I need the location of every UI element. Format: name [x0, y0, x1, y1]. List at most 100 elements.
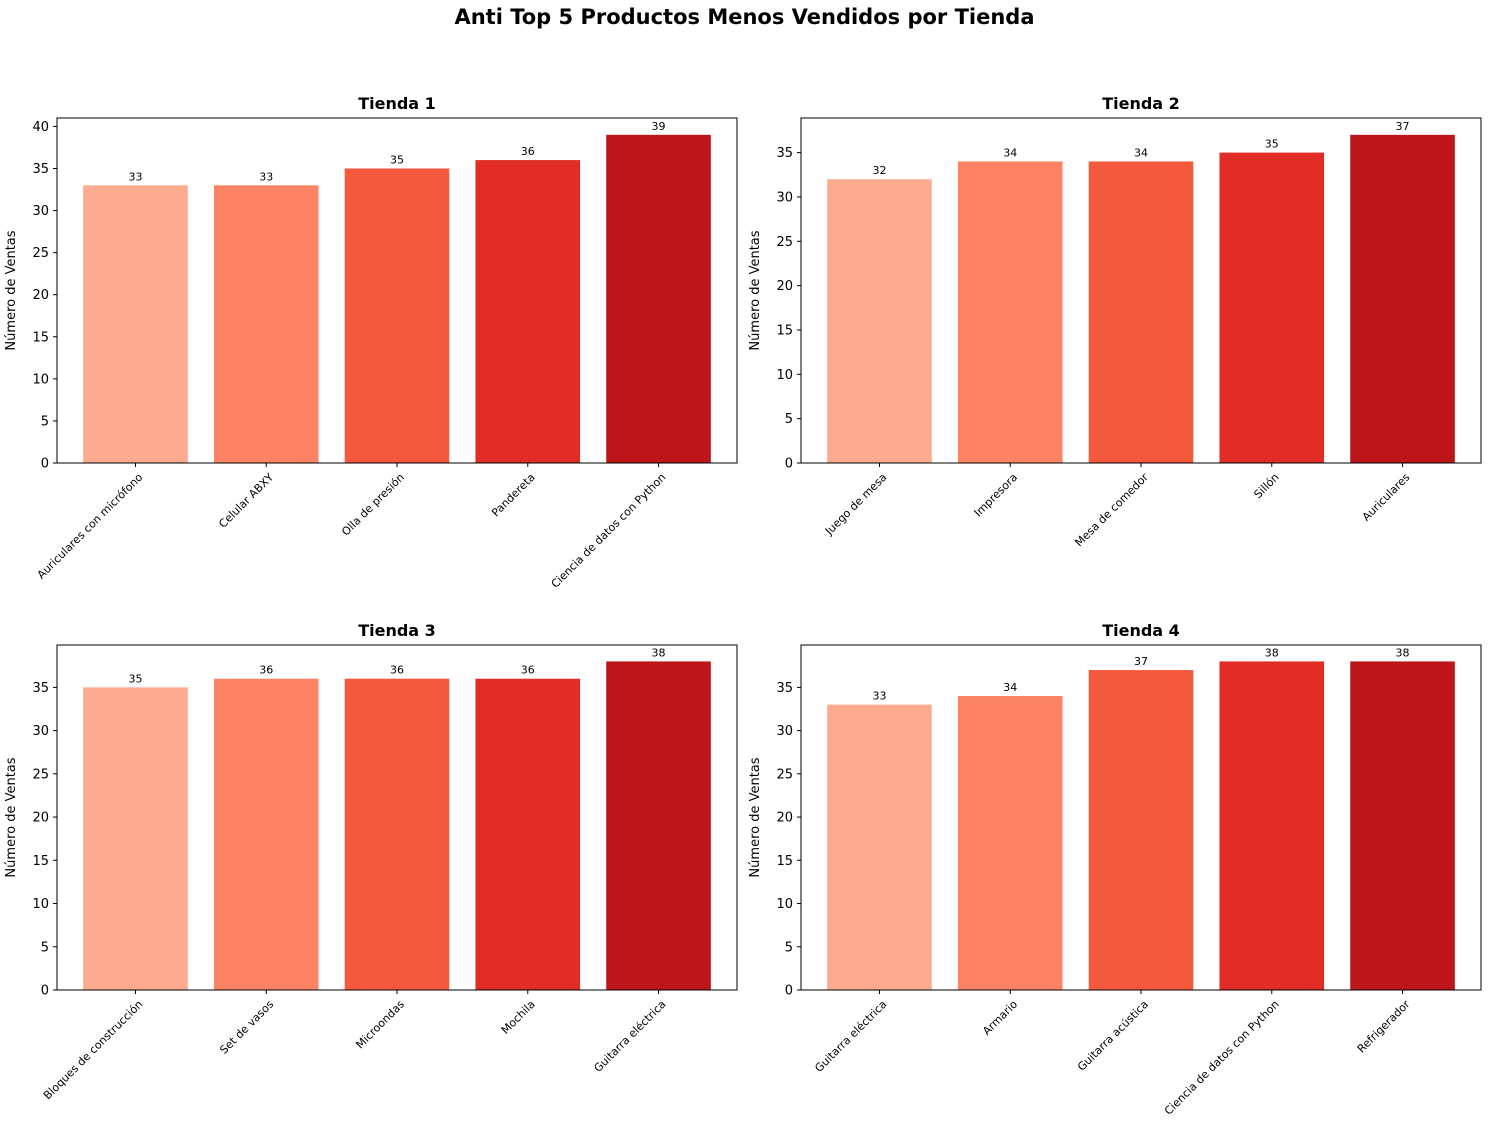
bar-value-label: 35 — [390, 153, 404, 166]
x-tick-label: Juego de mesa — [822, 471, 889, 538]
y-tick-label: 35 — [32, 162, 49, 177]
y-axis-label: Número de Ventas — [748, 230, 763, 350]
y-tick-label: 0 — [41, 984, 49, 999]
y-tick-label: 15 — [32, 330, 49, 345]
bar-value-label: 33 — [128, 170, 142, 183]
x-tick-label: Guitarra acústica — [1075, 998, 1151, 1074]
y-tick-label: 10 — [776, 897, 793, 912]
x-tick-label: Pandereta — [489, 471, 538, 520]
bar-value-label: 39 — [652, 120, 666, 133]
axes-frame — [56, 644, 738, 991]
bar-value-label: 36 — [521, 664, 535, 677]
y-tick-label: 30 — [32, 204, 49, 219]
bar-value-label: 37 — [1134, 655, 1148, 668]
y-tick-label: 10 — [32, 897, 49, 912]
bar — [344, 678, 450, 990]
bar — [957, 161, 1063, 463]
bar — [475, 160, 581, 463]
bar — [1219, 152, 1325, 463]
bar — [83, 687, 188, 990]
x-tick-label: Sillón — [1251, 471, 1281, 501]
subplot-4: Tienda 4 Número de Ventas 33 34 37 38 38 0 5 10 15… — [748, 621, 1482, 1118]
x-tick-label: Ciencia de datos con Python — [549, 471, 669, 591]
subplot-1: Tienda 1 Número de Ventas 33 33 35 36 39 0 5 10 15… — [4, 94, 738, 591]
y-tick-label: 30 — [32, 724, 49, 739]
y-tick-label: 0 — [41, 457, 49, 472]
y-tick-label: 20 — [776, 279, 793, 294]
subplot-2: Tienda 2 Número de Ventas 32 34 34 35 37 0 5 10 15… — [748, 94, 1482, 549]
y-tick-label: 15 — [776, 323, 793, 338]
x-tick-label: Auriculares con micrófono — [35, 471, 146, 582]
y-tick-label: 5 — [785, 412, 793, 427]
y-tick-label: 0 — [785, 984, 793, 999]
y-tick-label: 15 — [776, 854, 793, 869]
bar-value-label: 38 — [1265, 646, 1279, 659]
bar — [213, 678, 319, 990]
y-tick-label: 30 — [776, 724, 793, 739]
y-tick-label: 35 — [776, 681, 793, 696]
bar-value-label: 36 — [521, 145, 535, 158]
y-tick-label: 20 — [32, 288, 49, 303]
y-tick-label: 20 — [776, 811, 793, 826]
y-tick-label: 30 — [776, 190, 793, 205]
bar — [344, 168, 450, 464]
bar — [957, 696, 1063, 990]
x-tick-label: Olla de presión — [339, 471, 407, 539]
y-tick-label: 35 — [32, 681, 49, 696]
y-tick-label: 25 — [776, 235, 793, 250]
x-tick-label: Bloques de construcción — [41, 998, 145, 1102]
y-tick-label: 25 — [32, 246, 49, 261]
bar-value-label: 32 — [872, 164, 886, 177]
bar-value-label: 38 — [1396, 646, 1410, 659]
bar-value-label: 35 — [128, 672, 142, 685]
bar-value-label: 33 — [872, 690, 886, 703]
bar-value-label: 36 — [390, 664, 404, 677]
y-tick-label: 5 — [41, 940, 49, 955]
bar-value-label: 34 — [1003, 146, 1017, 159]
axes-frame — [800, 117, 1482, 464]
y-tick-label: 10 — [32, 372, 49, 387]
bar — [1088, 161, 1194, 463]
subplot-title: Tienda 3 — [358, 621, 436, 640]
x-tick-label: Guitarra eléctrica — [812, 998, 889, 1075]
x-tick-label: Mesa de comedor — [1072, 470, 1151, 549]
y-tick-label: 5 — [41, 414, 49, 429]
bar-value-label: 37 — [1396, 120, 1410, 133]
bar — [827, 179, 932, 463]
x-tick-label: Set de vasos — [217, 998, 276, 1057]
x-tick-label: Microondas — [353, 998, 407, 1052]
bar-value-label: 36 — [259, 664, 273, 677]
x-tick-label: Auriculares — [1360, 471, 1413, 524]
y-tick-label: 40 — [32, 120, 49, 135]
axes-frame — [800, 644, 1482, 991]
y-tick-label: 35 — [776, 146, 793, 161]
y-tick-label: 20 — [32, 811, 49, 826]
subplot-title: Tienda 2 — [1102, 94, 1180, 113]
x-tick-label: Impresora — [972, 471, 1021, 520]
y-tick-label: 5 — [785, 940, 793, 955]
bar — [475, 678, 581, 990]
bar — [606, 661, 711, 990]
subplot-title: Tienda 4 — [1102, 621, 1180, 640]
figure-title: Anti Top 5 Productos Menos Vendidos por … — [454, 5, 1035, 29]
subplot-3: Tienda 3 Número de Ventas 35 36 36 36 38 0 5 10 15… — [4, 621, 738, 1102]
bar — [1219, 661, 1325, 990]
y-tick-label: 25 — [776, 767, 793, 782]
bar — [1350, 134, 1455, 464]
y-axis-label: Número de Ventas — [748, 757, 763, 877]
y-axis-label: Número de Ventas — [4, 230, 19, 350]
bar — [827, 704, 932, 990]
x-tick-label: Ciencia de datos con Python — [1162, 998, 1282, 1118]
bar-value-label: 34 — [1003, 681, 1017, 694]
subplot-title: Tienda 1 — [358, 94, 436, 113]
y-tick-label: 15 — [32, 854, 49, 869]
x-tick-label: Refrigerador — [1355, 997, 1413, 1055]
bar — [1088, 670, 1194, 990]
bar — [83, 185, 188, 463]
bar — [1350, 661, 1455, 990]
bar-value-label: 38 — [652, 646, 666, 659]
y-tick-label: 0 — [785, 457, 793, 472]
bar — [213, 185, 319, 463]
y-axis-label: Número de Ventas — [4, 757, 19, 877]
